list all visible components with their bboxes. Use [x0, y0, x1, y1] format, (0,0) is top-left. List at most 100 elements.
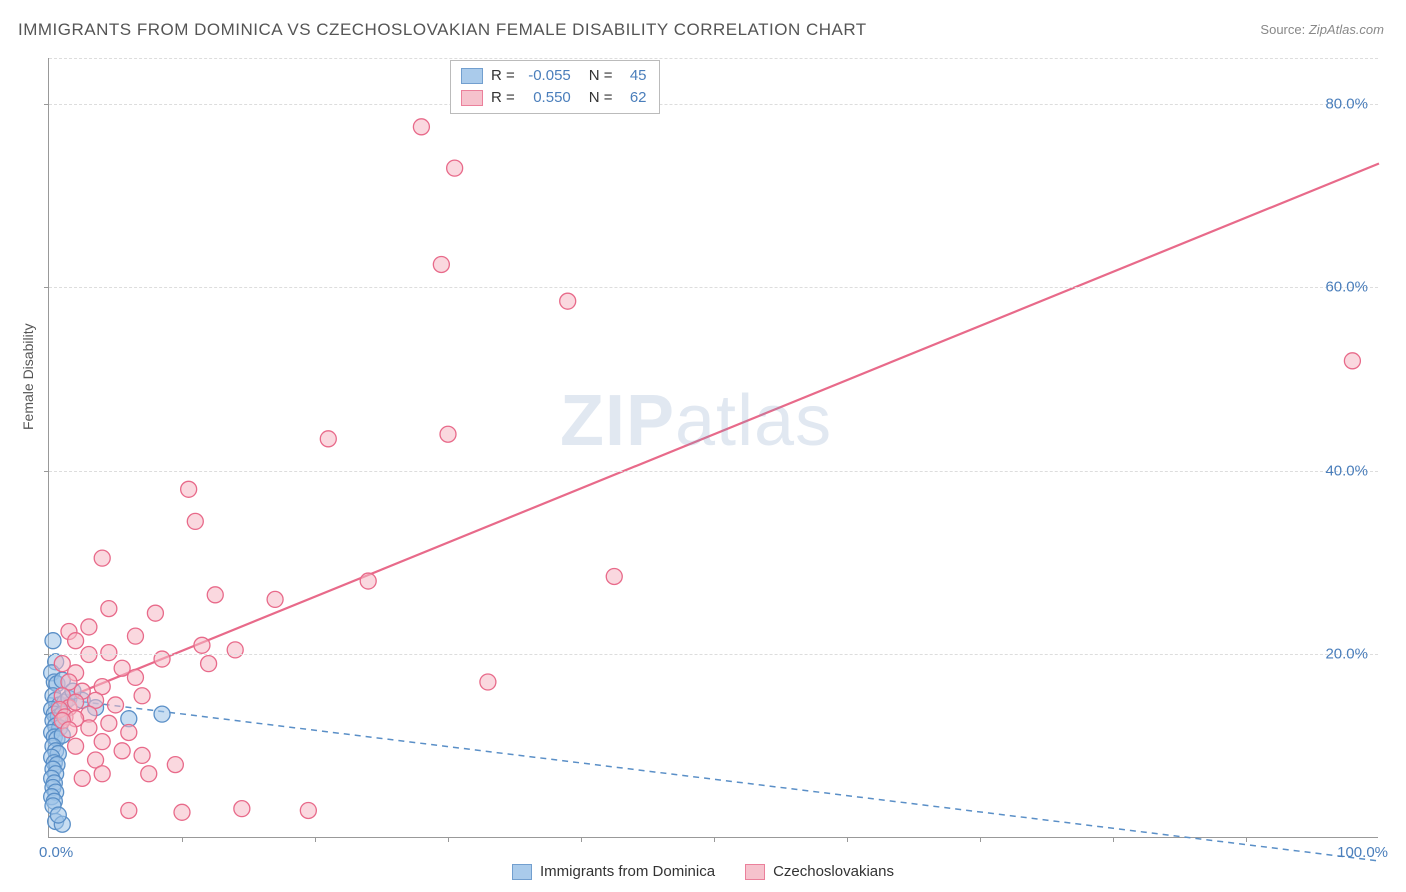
legend-swatch — [745, 864, 765, 880]
x-tick-mark — [315, 837, 316, 842]
data-point — [68, 694, 84, 710]
legend-r-value: 0.550 — [523, 87, 571, 109]
y-tick-label: 60.0% — [1325, 279, 1368, 296]
data-point — [68, 738, 84, 754]
source-attribution: Source: ZipAtlas.com — [1260, 22, 1384, 37]
y-tick-mark — [44, 654, 49, 655]
legend-n-value: 62 — [621, 87, 647, 109]
data-point — [1344, 353, 1360, 369]
data-point — [194, 637, 210, 653]
legend-series: Immigrants from Dominica Czechoslovakians — [0, 863, 1406, 880]
data-point — [440, 426, 456, 442]
gridline-h — [49, 654, 1378, 655]
data-point — [147, 605, 163, 621]
y-axis-label: Female Disability — [20, 323, 36, 430]
gridline-h — [49, 287, 1378, 288]
data-point — [167, 757, 183, 773]
data-point — [234, 801, 250, 817]
legend-r-label: R = — [491, 87, 515, 109]
legend-swatch — [461, 90, 483, 106]
chart-title: IMMIGRANTS FROM DOMINICA VS CZECHOSLOVAK… — [18, 20, 867, 40]
data-point — [101, 715, 117, 731]
data-point — [560, 293, 576, 309]
data-point — [320, 431, 336, 447]
legend-n-label: N = — [589, 65, 613, 87]
data-point — [134, 688, 150, 704]
data-point — [447, 160, 463, 176]
data-point — [413, 119, 429, 135]
data-point — [267, 591, 283, 607]
data-point — [121, 802, 137, 818]
y-tick-mark — [44, 104, 49, 105]
x-tick-mark — [714, 837, 715, 842]
data-point — [181, 481, 197, 497]
data-point — [154, 651, 170, 667]
data-point — [606, 568, 622, 584]
legend-r-value: -0.055 — [523, 65, 571, 87]
data-point — [94, 734, 110, 750]
y-tick-mark — [44, 287, 49, 288]
legend-n-label: N = — [589, 87, 613, 109]
legend-series-item: Czechoslovakians — [745, 863, 894, 880]
data-point — [68, 633, 84, 649]
x-tick-mark — [182, 837, 183, 842]
legend-correlation-row: R = 0.550 N = 62 — [461, 87, 647, 109]
x-tick-mark — [1246, 837, 1247, 842]
y-tick-label: 40.0% — [1325, 462, 1368, 479]
data-point — [101, 645, 117, 661]
x-tick-mark — [581, 837, 582, 842]
x-tick-label: 0.0% — [39, 844, 73, 861]
data-point — [201, 656, 217, 672]
data-point — [61, 722, 77, 738]
data-point — [101, 601, 117, 617]
data-point — [227, 642, 243, 658]
data-point — [174, 804, 190, 820]
data-point — [134, 747, 150, 763]
legend-swatch — [461, 68, 483, 84]
regression-line — [49, 164, 1379, 705]
x-tick-mark — [1113, 837, 1114, 842]
data-point — [207, 587, 223, 603]
gridline-h — [49, 104, 1378, 105]
data-point — [154, 706, 170, 722]
data-point — [50, 807, 66, 823]
x-tick-mark — [448, 837, 449, 842]
data-point — [114, 743, 130, 759]
data-point — [94, 766, 110, 782]
gridline-h — [49, 58, 1378, 59]
data-point — [121, 724, 137, 740]
legend-swatch — [512, 864, 532, 880]
source-value: ZipAtlas.com — [1309, 22, 1384, 37]
gridline-h — [49, 471, 1378, 472]
source-label: Source: — [1260, 22, 1305, 37]
legend-n-value: 45 — [621, 65, 647, 87]
data-point — [127, 669, 143, 685]
data-point — [108, 697, 124, 713]
plot-svg — [49, 58, 1378, 837]
legend-correlation: R = -0.055 N = 45 R = 0.550 N = 62 — [450, 60, 660, 114]
y-tick-label: 80.0% — [1325, 95, 1368, 112]
x-tick-mark — [980, 837, 981, 842]
data-point — [360, 573, 376, 589]
legend-series-label: Czechoslovakians — [773, 863, 894, 880]
legend-series-label: Immigrants from Dominica — [540, 863, 715, 880]
data-point — [81, 720, 97, 736]
data-point — [45, 633, 61, 649]
data-point — [480, 674, 496, 690]
legend-series-item: Immigrants from Dominica — [512, 863, 715, 880]
data-point — [81, 619, 97, 635]
legend-r-label: R = — [491, 65, 515, 87]
data-point — [141, 766, 157, 782]
data-point — [94, 550, 110, 566]
data-point — [187, 513, 203, 529]
x-tick-mark — [847, 837, 848, 842]
data-point — [300, 802, 316, 818]
data-point — [433, 256, 449, 272]
y-tick-mark — [44, 471, 49, 472]
data-point — [127, 628, 143, 644]
data-point — [74, 770, 90, 786]
plot-area: 20.0%40.0%60.0%80.0%0.0%100.0% — [48, 58, 1378, 838]
legend-correlation-row: R = -0.055 N = 45 — [461, 65, 647, 87]
x-tick-label: 100.0% — [1337, 844, 1388, 861]
y-tick-label: 20.0% — [1325, 646, 1368, 663]
